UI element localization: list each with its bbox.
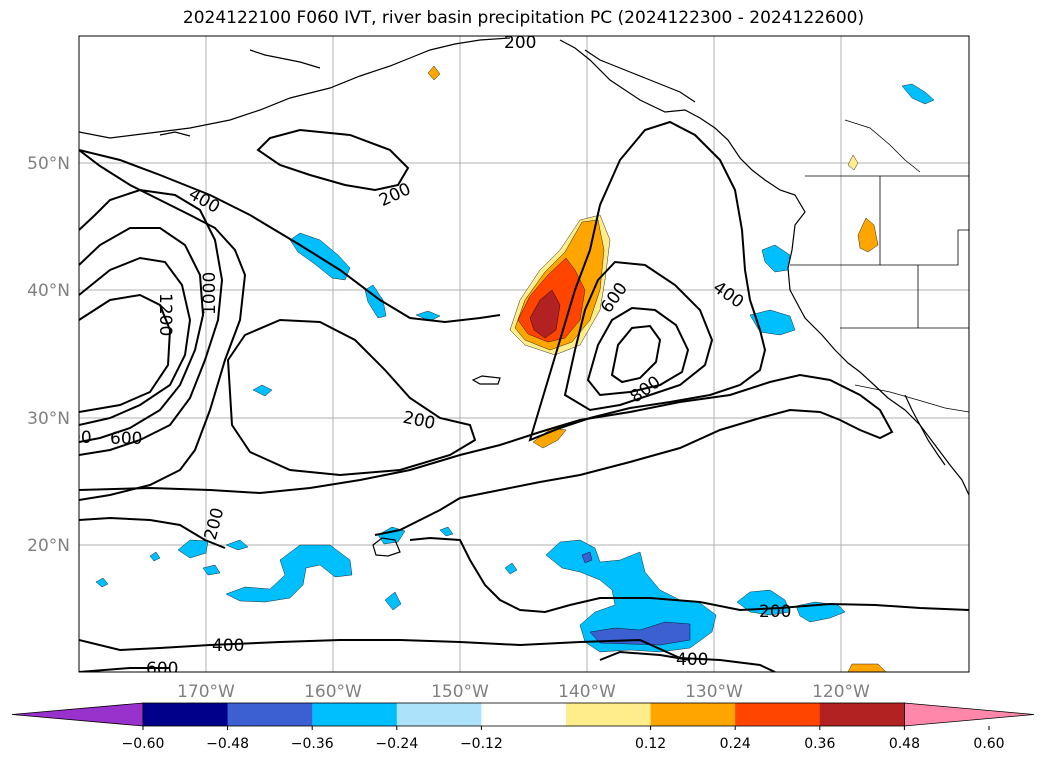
- colorbar-tick-label: 0.36: [804, 736, 835, 752]
- lon-tick-label: 150°W: [431, 682, 489, 702]
- ivt-contour-400: [79, 149, 247, 501]
- precip-negative-strong: [581, 551, 593, 564]
- ivt-contour-1200: [79, 293, 172, 413]
- lon-tick-label: 160°W: [304, 682, 362, 702]
- colorbar-extend-high: [904, 702, 1035, 727]
- lat-tick-label: 40°N: [27, 281, 70, 301]
- gridlines: [79, 36, 969, 672]
- contour-label: 00: [70, 428, 92, 448]
- lon-tick-label: 120°W: [812, 682, 870, 702]
- precip-negative: [225, 539, 249, 551]
- lat-tick-label: 20°N: [27, 536, 70, 556]
- colorbar-segment: [481, 703, 567, 726]
- ivt-contour-600: [79, 188, 224, 456]
- ivt-contour-800: [586, 306, 690, 397]
- ivt-contour-400: [599, 650, 691, 661]
- ivt-contour-200: [79, 149, 501, 324]
- colorbar-tick-label: −0.12: [460, 736, 503, 752]
- colorbar-tick-label: 0.60: [973, 736, 1004, 752]
- precip-positive-small: [857, 217, 879, 253]
- ivt-contour-1000: [79, 256, 192, 426]
- colorbar-segment: [566, 703, 652, 726]
- lon-tick-label: 170°W: [177, 682, 235, 702]
- precip-negative: [439, 526, 454, 537]
- precip-negative: [225, 544, 353, 603]
- colorbar-tick-label: −0.60: [122, 736, 165, 752]
- precip-positive-small: [847, 663, 887, 672]
- ivt-contour-200: [256, 128, 410, 192]
- precip-negative: [177, 539, 209, 559]
- colorbar-tick-label: −0.36: [291, 736, 334, 752]
- precip-negative: [252, 384, 273, 397]
- colorbar-segment: [735, 703, 821, 726]
- lon-tick-label: 140°W: [558, 682, 616, 702]
- contour-label: 200: [759, 602, 791, 622]
- map-title: 2024122100 F060 IVT, river basin precipi…: [182, 8, 865, 28]
- contour-label: 200: [504, 33, 536, 53]
- colorbar-segment: [396, 703, 482, 726]
- precip-negative: [95, 577, 109, 588]
- precip-positive-peak: [529, 289, 561, 339]
- ivt-contour-1000: [610, 324, 662, 384]
- precip-negative-strong: [589, 621, 691, 646]
- colorbar-segment: [650, 703, 736, 726]
- colorbar-tick-label: 0.48: [889, 736, 920, 752]
- coastlines: [79, 37, 969, 557]
- lat-tick-label: 30°N: [27, 409, 70, 429]
- colorbar-extend-low: [11, 702, 144, 727]
- ivt-contours: [79, 120, 969, 672]
- contour-label: 400: [676, 650, 708, 670]
- precip-negative: [202, 564, 221, 576]
- colorbar-segment: [143, 703, 229, 726]
- lon-tick-label: 130°W: [685, 682, 743, 702]
- ivt-contour-800: [79, 227, 205, 443]
- ivt-contour-200: [79, 516, 226, 549]
- state-borders: [790, 119, 969, 413]
- ivt-contour-200: [79, 373, 894, 536]
- ivt-contour-200: [409, 536, 969, 614]
- precip-positive-small: [847, 154, 859, 171]
- precip-positive-small: [427, 65, 441, 81]
- map-frame: [78, 35, 970, 673]
- lat-tick-labels: 50°N 40°N 30°N 20°N: [27, 154, 70, 556]
- colorbar-segment: [312, 703, 398, 726]
- ivt-contour-200: [226, 318, 477, 477]
- contour-label: 600: [146, 659, 178, 679]
- ivt-contour-600: [79, 667, 170, 672]
- precip-negative: [795, 601, 846, 623]
- contour-label: 1000: [200, 272, 220, 315]
- colorbar-segment: [819, 703, 905, 726]
- colorbar-tick-label: −0.48: [206, 736, 249, 752]
- precip-negative: [901, 83, 935, 105]
- precip-negative: [384, 591, 402, 611]
- colorbar-tick-label: 0.12: [635, 736, 666, 752]
- lat-tick-label: 50°N: [27, 154, 70, 174]
- colorbar-segment: [227, 703, 313, 726]
- ivt-contour-600: [563, 260, 714, 412]
- colorbar: −0.60 −0.48 −0.36 −0.24 −0.12 0.12 0.24 0.36 0.4…: [11, 702, 1035, 752]
- contour-label: 1200: [155, 293, 175, 336]
- contour-label: 400: [212, 636, 244, 656]
- contour-label: 600: [110, 429, 142, 449]
- precip-shading: [95, 65, 935, 672]
- colorbar-tick-label: 0.24: [720, 736, 751, 752]
- precip-negative: [149, 551, 161, 562]
- map-plot-area: [79, 36, 969, 672]
- ivt-contour-400: [79, 638, 776, 672]
- colorbar-frame: [142, 702, 905, 727]
- lon-tick-labels: 170°W 160°W 150°W 140°W 130°W 120°W: [177, 682, 870, 702]
- ivt-contour-400: [528, 120, 767, 442]
- precip-negative: [504, 562, 518, 575]
- colorbar-tick-label: −0.24: [375, 736, 418, 752]
